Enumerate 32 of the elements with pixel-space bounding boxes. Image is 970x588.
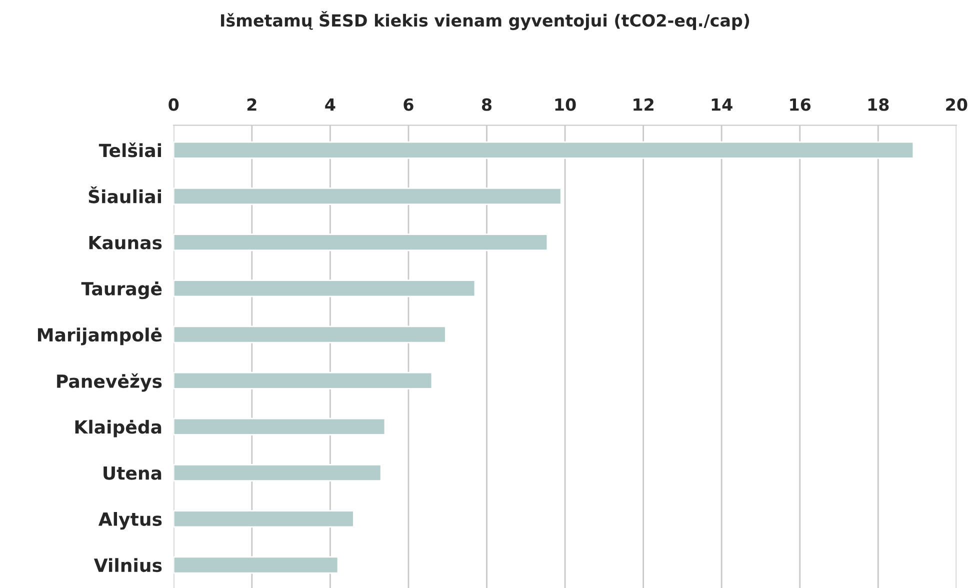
x-tick-label: 16: [790, 98, 811, 111]
y-tick-label: Klaipėda: [75, 420, 162, 438]
bar: [174, 187, 562, 205]
y-tick-label: Utena: [104, 466, 162, 480]
x-tick-label: 0: [168, 98, 179, 111]
x-tick-label: 8: [482, 98, 492, 111]
y-tick-label: Telšiai: [98, 142, 161, 158]
y-tick-label: Panevėžys: [57, 373, 162, 392]
y-tick-label: Alytus: [98, 512, 162, 530]
chart-title: Išmetamų ŠESD kiekis vienam gyventojui (tCO2-eq./cap): [221, 11, 750, 30]
bar: [174, 280, 476, 298]
x-tick-label: 14: [712, 98, 732, 111]
bar: [174, 464, 382, 482]
y-tick-label: Kaunas: [89, 236, 162, 250]
y-tick-label: Marijampolė: [38, 328, 162, 346]
x-tick-label: 6: [404, 98, 414, 111]
y-tick-label: Tauragė: [81, 282, 162, 300]
x-tick-label: 2: [247, 98, 256, 111]
bar: [174, 141, 914, 159]
bar: [174, 326, 446, 344]
bar: [174, 556, 339, 574]
x-tick-label: 20: [946, 98, 968, 111]
x-tick-label: 18: [868, 98, 889, 111]
y-tick-label: Šiauliai: [88, 186, 161, 204]
y-tick-label: Vilnius: [94, 558, 162, 572]
bar: [174, 234, 548, 252]
bar: [174, 510, 354, 528]
bar: [174, 418, 386, 436]
x-tick-label: 4: [325, 98, 336, 111]
x-tick-label: 12: [634, 98, 654, 111]
x-tick-label: 10: [555, 98, 576, 111]
bar: [174, 372, 433, 390]
